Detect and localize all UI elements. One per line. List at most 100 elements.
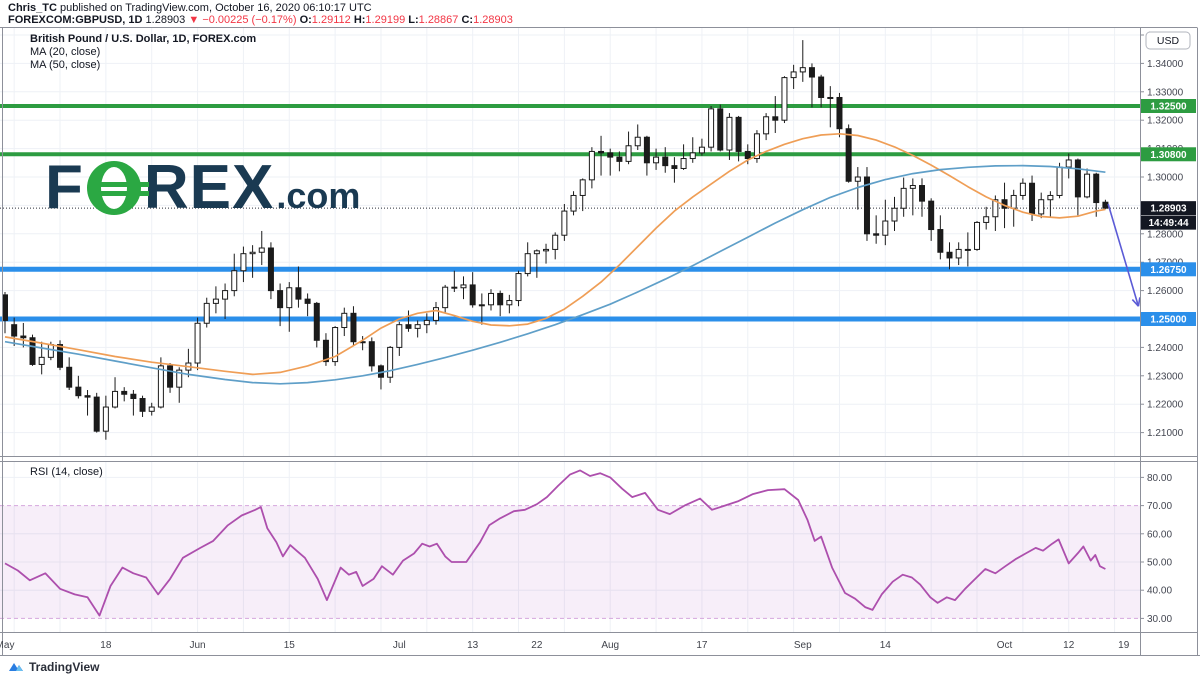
price-tick-label: 1.28000 [1147, 229, 1184, 240]
rsi-band [0, 505, 1140, 619]
candle [827, 96, 834, 99]
candle [414, 324, 421, 329]
time-tick-label: Sep [794, 640, 812, 651]
svg-text:1.25000: 1.25000 [1150, 315, 1187, 326]
legend-ma20[interactable]: MA (20, close) [30, 46, 101, 58]
price-tick-label: 1.26000 [1147, 286, 1184, 297]
candle [1019, 182, 1026, 196]
candle [1047, 194, 1054, 201]
candle [11, 324, 18, 337]
time-axis[interactable]: May 18 Jun 15 Jul 13 22 Aug 17 Sep 14 Oct 12 19 [0, 640, 1130, 651]
level-price-badge: 1.26750 [1141, 262, 1196, 277]
time-tick-label: Jun [190, 640, 206, 651]
symbol-title: FOREXCOM:GBPUSD, 1D [8, 14, 143, 26]
price-tick-label: 1.23000 [1147, 371, 1184, 382]
candle [598, 150, 605, 154]
candle [753, 133, 760, 160]
candle [662, 156, 669, 167]
last-price-text: 1.28903 [145, 14, 186, 26]
candle [781, 77, 788, 121]
candle [2, 294, 8, 321]
candle [1084, 173, 1091, 198]
candle [47, 344, 54, 358]
candle [1093, 173, 1100, 204]
time-tick-label: 18 [100, 640, 112, 651]
candle [671, 165, 678, 169]
low-value: 1.28867 [418, 14, 459, 26]
candle [396, 324, 403, 348]
rsi-tick-label: 70.00 [1147, 501, 1172, 512]
candle [1056, 166, 1063, 196]
price-tick-label: 1.22000 [1147, 400, 1184, 411]
price-axis[interactable]: 1.21000 1.22000 1.23000 1.24000 1.25000 1.260… [1140, 31, 1184, 625]
price-tick-label: 1.33000 [1147, 87, 1184, 98]
currency-unit-badge[interactable]: USD [1145, 31, 1191, 50]
candle [57, 344, 64, 368]
candle [20, 335, 27, 339]
projection-arrow[interactable] [1107, 203, 1141, 307]
candle [891, 207, 898, 222]
time-tick-label: May [0, 640, 14, 651]
close-value: 1.28903 [473, 14, 513, 26]
rsi-line [4, 469, 1106, 617]
tradingview-brand[interactable]: TradingView [29, 660, 100, 674]
candle [240, 253, 247, 272]
candle [267, 247, 274, 292]
author-name: Chris_TC [8, 2, 57, 14]
rsi-tick-label: 40.00 [1147, 586, 1172, 597]
candle [717, 108, 724, 151]
candle [763, 116, 770, 135]
open-value: 1.29112 [311, 14, 351, 26]
candle [313, 302, 320, 341]
candle [405, 324, 412, 329]
price-tick-label: 1.34000 [1147, 59, 1184, 70]
watermark-com: .com [276, 175, 361, 216]
tradingview-logo-icon[interactable] [8, 660, 24, 674]
candle [937, 229, 944, 253]
svg-text:1.30800: 1.30800 [1150, 150, 1187, 161]
time-tick-label: 15 [284, 640, 296, 651]
candle [579, 179, 586, 196]
candle [130, 393, 137, 400]
candle [808, 67, 815, 78]
candle [570, 194, 577, 212]
time-tick-label: Aug [601, 640, 619, 651]
candle [689, 152, 696, 160]
candle [974, 221, 981, 250]
time-tick-label: 22 [531, 640, 543, 651]
candle [258, 247, 265, 253]
candle [203, 302, 210, 324]
candle [157, 365, 164, 408]
candle [653, 156, 660, 164]
candle [616, 156, 623, 162]
candle [350, 312, 357, 343]
price-tick-label: 1.24000 [1147, 343, 1184, 354]
candle [194, 322, 201, 364]
rsi-pane-legend[interactable]: RSI (14, close) [30, 466, 103, 478]
candle [863, 176, 870, 235]
legend-symbol-title[interactable]: British Pound / U.S. Dollar, 1D, FOREX.c… [30, 33, 257, 45]
candle [139, 398, 146, 412]
candlestick-series [2, 40, 1109, 440]
candle [561, 210, 568, 236]
time-tick-label: Jul [393, 640, 406, 651]
candle [497, 292, 504, 306]
level-price-badge: 1.25000 [1141, 312, 1196, 326]
price-tick-label: 1.21000 [1147, 428, 1184, 439]
candle [1065, 159, 1072, 168]
candle [93, 396, 100, 432]
candle [38, 356, 45, 365]
candle [533, 250, 540, 255]
candle [698, 146, 705, 154]
ma-20-line [4, 132, 1106, 376]
candle [543, 248, 550, 252]
candle [515, 273, 522, 302]
pane-frames [0, 27, 1200, 656]
time-tick-label: 13 [467, 640, 479, 651]
candle [900, 187, 907, 209]
legend-ma50[interactable]: MA (50, close) [30, 59, 101, 71]
chart-byline: Chris_TC published on TradingView.com, O… [8, 2, 372, 15]
candle [552, 234, 559, 250]
time-tick-label: Oct [997, 640, 1013, 651]
